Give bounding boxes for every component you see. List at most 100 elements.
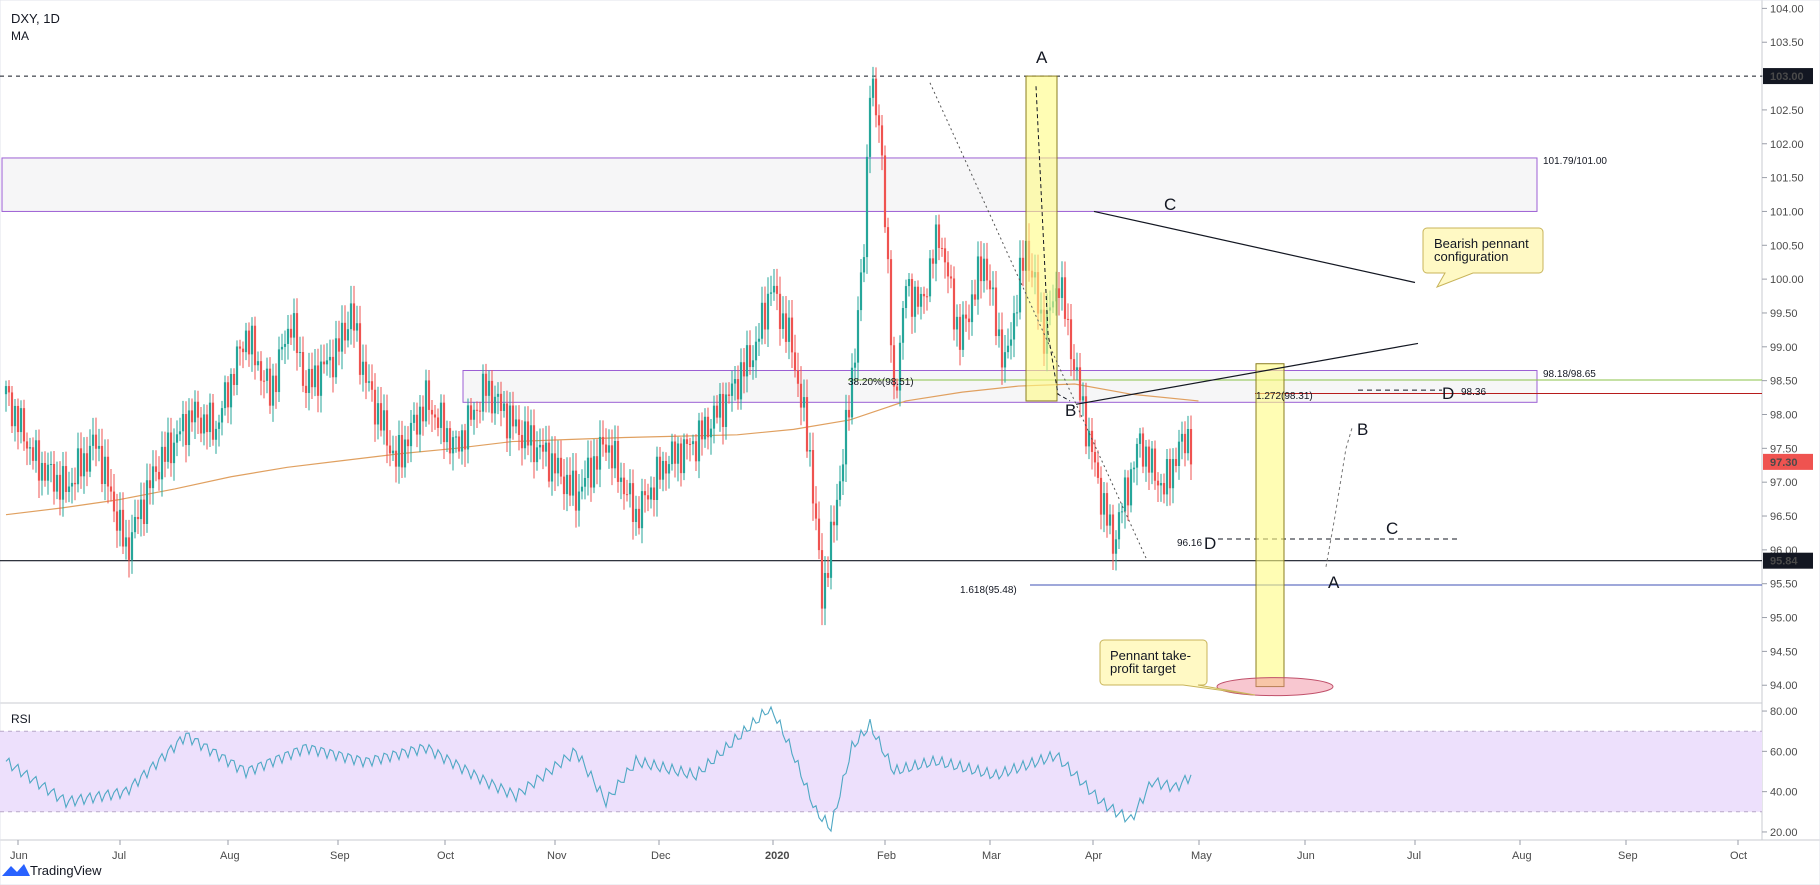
candle-body <box>1018 257 1022 313</box>
candle-body <box>16 405 20 433</box>
candle-body <box>823 572 827 609</box>
candle-body <box>307 368 311 394</box>
candle-body <box>280 346 284 350</box>
candle-body <box>931 258 935 264</box>
candle-body <box>223 382 227 409</box>
candle-body <box>4 386 8 395</box>
candle-body <box>1090 430 1094 452</box>
candle-body <box>1015 312 1019 314</box>
candle-body <box>1126 477 1130 506</box>
candle-body <box>385 410 389 446</box>
candle-body <box>418 406 422 435</box>
candle-body <box>19 408 23 433</box>
candle-body <box>178 431 182 435</box>
candle-body <box>1159 483 1163 486</box>
candle-body <box>1105 493 1109 526</box>
pole-box <box>1025 75 1058 402</box>
candle-body <box>43 462 47 481</box>
rsi-band <box>0 731 1762 812</box>
wave-label-d: D <box>1442 384 1454 403</box>
candle-body <box>181 414 185 432</box>
candle-body <box>442 402 446 443</box>
candle-body <box>331 356 335 378</box>
candle-body <box>721 393 725 427</box>
candle-body <box>241 348 245 353</box>
candle-body <box>346 329 350 341</box>
price-tag-box <box>1763 68 1813 85</box>
rsi-tick: 60.00 <box>1770 746 1798 758</box>
candle-body <box>622 477 626 495</box>
candle-body <box>265 368 269 381</box>
candle-body <box>772 285 776 293</box>
price-tick: 100.50 <box>1770 240 1804 252</box>
candle-body <box>460 430 464 452</box>
candle-body <box>226 382 230 408</box>
candle-body <box>58 474 62 500</box>
candle-body <box>1129 469 1133 506</box>
candle-body <box>1120 511 1124 513</box>
candle-body <box>286 328 290 344</box>
candle-body <box>373 389 377 425</box>
candle-body <box>28 447 32 449</box>
candle-body <box>1144 446 1148 467</box>
candle-body <box>37 440 41 481</box>
candle-body <box>1021 257 1025 271</box>
candle-body <box>550 453 554 482</box>
candle-body <box>1150 448 1154 473</box>
candle-body <box>517 419 521 435</box>
candle-body <box>1084 396 1088 447</box>
candle-body <box>400 434 404 468</box>
candle-body <box>274 375 278 393</box>
candle-body <box>370 381 374 390</box>
candle-body <box>748 345 752 368</box>
candle-body <box>193 401 197 423</box>
candle-body <box>277 349 281 393</box>
candle-body <box>886 227 890 260</box>
rsi-label: RSI <box>11 712 31 726</box>
candle-body <box>454 436 458 438</box>
candle-body <box>439 402 443 428</box>
candle-body <box>82 453 86 477</box>
candle-body <box>889 259 893 346</box>
candle-body <box>190 410 194 423</box>
candle-body <box>652 487 656 500</box>
candle-body <box>685 439 689 444</box>
candle-body <box>895 386 899 391</box>
time-tick: Feb <box>877 850 896 862</box>
candle-body <box>70 482 74 487</box>
candle-body <box>49 463 53 465</box>
candle-body <box>253 325 257 366</box>
candle-body <box>925 296 929 298</box>
candle-body <box>913 286 917 317</box>
candle-body <box>166 432 170 462</box>
candle-body <box>1147 446 1151 473</box>
candle-body <box>1099 477 1103 515</box>
candle-body <box>841 464 845 482</box>
pennant-lower-line <box>1075 342 1419 405</box>
candle-body <box>337 338 341 352</box>
candle-body <box>76 448 80 485</box>
tradingview-logo-text: TradingView <box>30 863 102 878</box>
price-tag: 95.84 <box>1770 556 1798 568</box>
candle-body <box>562 476 566 495</box>
candle-body <box>853 362 857 368</box>
candle-body <box>724 394 728 427</box>
candle-body <box>904 286 908 309</box>
candle-body <box>310 368 314 388</box>
price-tick: 99.50 <box>1770 308 1798 320</box>
candle-body <box>667 464 671 474</box>
candle-body <box>523 421 527 449</box>
candle-body <box>259 361 263 381</box>
time-tick: Dec <box>651 850 671 862</box>
candle-body <box>829 521 833 578</box>
zone-upper <box>1 157 1538 212</box>
candle-body <box>757 338 761 342</box>
candle-body <box>316 365 320 396</box>
candle-body <box>247 330 251 355</box>
candle-body <box>1060 277 1064 298</box>
candle-body <box>1066 318 1070 320</box>
candle-body <box>832 521 836 526</box>
candle-body <box>1177 441 1181 467</box>
candle-body <box>283 343 287 347</box>
